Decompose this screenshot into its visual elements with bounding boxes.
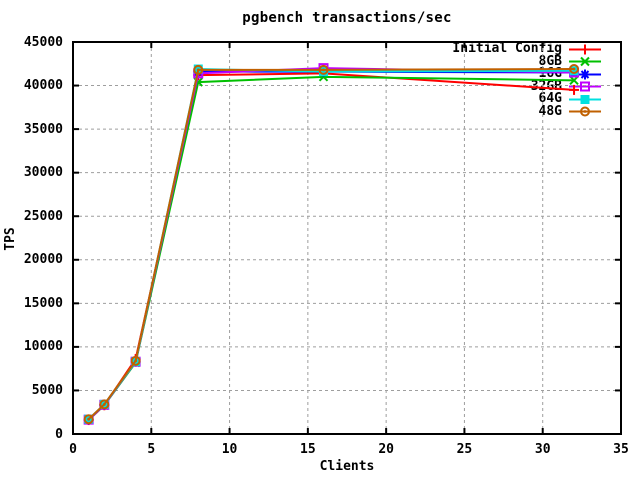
legend-sample-line <box>569 106 601 117</box>
open-square-marker <box>580 81 590 92</box>
x-tick-label: 15 <box>300 442 316 457</box>
legend-entry: 48G <box>452 103 601 119</box>
y-tick-label: 0 <box>55 426 63 442</box>
legend-entry: 8GB <box>452 53 601 69</box>
y-tick-label: 40000 <box>23 78 63 94</box>
x-tick-label: 25 <box>456 442 473 457</box>
y-tick-label: 35000 <box>23 121 63 137</box>
y-tick-label: 45000 <box>23 34 63 50</box>
x-tick-label: 30 <box>534 442 551 457</box>
y-tick-label: 5000 <box>31 382 63 398</box>
y-tick-label: 30000 <box>23 165 63 181</box>
legend-sample-line <box>569 94 601 104</box>
x-tick-label: 10 <box>221 442 238 457</box>
legend-label: 48G <box>538 103 562 119</box>
x-tick-label: 0 <box>69 442 77 457</box>
y-tick-label: 20000 <box>23 252 63 268</box>
cross-marker <box>569 75 579 86</box>
dotted-circle-marker <box>130 355 141 366</box>
x-tick-label: 5 <box>147 442 156 457</box>
legend-sample-line <box>569 44 601 55</box>
x-axis-label: Clients <box>319 459 375 474</box>
legend-sample-line <box>569 57 601 67</box>
dotted-circle-marker <box>569 64 580 75</box>
filled-square-marker <box>319 67 329 77</box>
series-line <box>87 75 575 421</box>
legend-entry: Initial Config <box>452 41 601 57</box>
asterisk-marker <box>580 69 590 80</box>
filled-square-marker <box>569 66 579 76</box>
legend-label: 64G <box>538 91 562 107</box>
dotted-circle-marker <box>318 64 329 75</box>
plus-marker <box>569 84 580 95</box>
dotted-circle-marker <box>83 414 94 425</box>
legend-label: Initial Config <box>452 41 562 57</box>
y-tick-label: 25000 <box>23 208 63 224</box>
legend-entry: 64G <box>452 91 601 107</box>
x-tick-label: 20 <box>378 442 394 457</box>
dotted-circle-marker <box>193 64 204 75</box>
x-tick-label: 35 <box>613 442 629 457</box>
cross-marker <box>580 57 590 67</box>
dotted-circle-marker <box>99 399 110 410</box>
legend-label: 8GB <box>538 53 562 69</box>
dotted-circle-marker <box>580 106 590 117</box>
y-tick-label: 10000 <box>23 339 63 355</box>
plus-marker <box>580 44 590 55</box>
series-line <box>87 68 575 420</box>
plot-border <box>72 41 622 435</box>
chart-title: pgbench transactions/sec <box>242 10 452 26</box>
y-tick-label: 15000 <box>23 295 63 311</box>
filled-square-marker <box>580 94 590 104</box>
